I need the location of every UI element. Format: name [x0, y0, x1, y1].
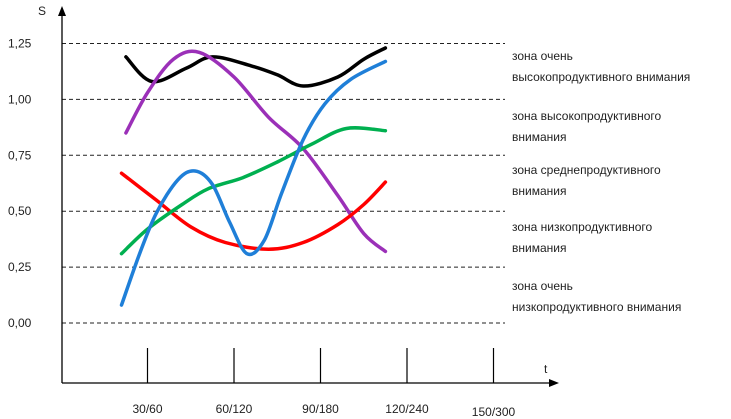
zone-label: низкопродуктивного внимания [512, 300, 681, 314]
y-tick-label: 1,25 [8, 37, 32, 51]
zone-label: внимания [512, 241, 566, 255]
series-lines [122, 48, 386, 305]
y-tick-label: 0,25 [8, 260, 32, 274]
x-tick-label: 60/120 [216, 402, 253, 416]
zone-label: внимания [512, 130, 566, 144]
x-axis-label: t [544, 362, 548, 376]
zone-label: высокопродуктивного внимания [512, 70, 690, 84]
zone-label: зона очень [512, 279, 573, 293]
x-tick-label: 120/240 [385, 402, 429, 416]
zone-label: зона среднепродуктивного [512, 163, 661, 177]
x-tick-label: 30/60 [132, 402, 162, 416]
x-axis-arrow [549, 379, 559, 387]
y-tick-labels: 0,00 0,25 0,50 0,75 1,00 1,25 [8, 37, 32, 331]
y-tick-label: 1,00 [8, 92, 32, 106]
x-tick-label: 150/300 [472, 405, 516, 419]
axes: S t [38, 4, 559, 387]
series-line [122, 128, 386, 254]
x-tick-label: 90/180 [302, 402, 339, 416]
zone-label: зона высокопродуктивного [512, 109, 662, 123]
zone-label: зона очень [512, 49, 573, 63]
y-axis-label: S [38, 4, 46, 18]
zone-labels: зона очень высокопродуктивного внимания зо… [512, 49, 690, 314]
y-tick-label: 0,50 [8, 204, 32, 218]
y-axis-arrow [58, 6, 66, 16]
y-tick-label: 0,00 [8, 316, 32, 330]
zone-label: зона низкопродуктивного [512, 220, 653, 234]
y-tick-label: 0,75 [8, 148, 32, 162]
zone-label: внимания [512, 184, 566, 198]
